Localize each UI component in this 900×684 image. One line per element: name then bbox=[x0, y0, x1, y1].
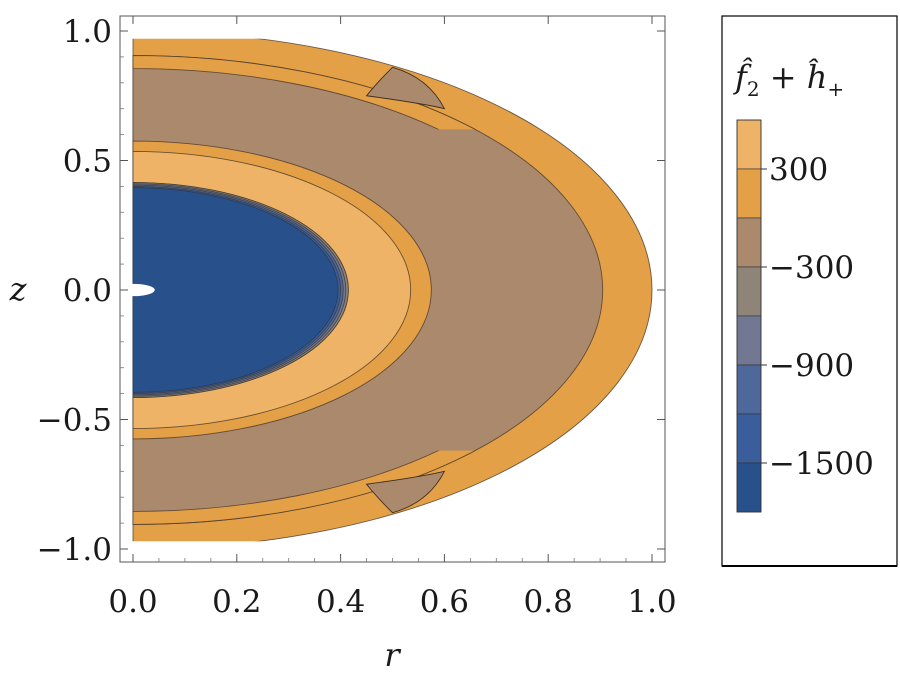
lower-lobe bbox=[365, 470, 446, 514]
contour-regions bbox=[132, 38, 653, 542]
legend-band bbox=[736, 168, 762, 219]
x-tick-label: 0.8 bbox=[524, 584, 573, 620]
legend-band bbox=[736, 119, 762, 170]
origin-hole bbox=[120, 283, 155, 297]
x-tick-label: 1.0 bbox=[627, 584, 676, 620]
y-axis: −1.0 −0.5 0.0 0.5 1.0 bbox=[37, 14, 665, 568]
x-tick-label: 0.2 bbox=[212, 584, 261, 620]
legend-tick-label: −900 bbox=[769, 348, 854, 384]
legend: f̂2 + ĥ+ 300−300−900−1500 bbox=[721, 15, 898, 567]
legend-title-plus: + bbox=[760, 58, 807, 96]
legend-ticks: 300 −300 −900 −1500 bbox=[761, 152, 874, 482]
y-tick-label: 1.0 bbox=[63, 14, 112, 50]
legend-band bbox=[736, 266, 762, 317]
y-tick-label: 0.5 bbox=[63, 144, 112, 180]
y-tick-label: −0.5 bbox=[37, 403, 112, 439]
x-axis: 0.0 0.2 0.4 0.6 0.8 1.0 bbox=[108, 16, 677, 620]
x-axis-title: r bbox=[384, 636, 401, 674]
legend-tick-label: −1500 bbox=[769, 446, 874, 482]
y-tick-label: 0.0 bbox=[63, 273, 112, 309]
legend-bar-frame bbox=[736, 119, 762, 513]
legend-title-sub1: 2 bbox=[747, 77, 760, 101]
plot-area bbox=[120, 16, 665, 562]
legend-band bbox=[736, 364, 762, 415]
contour-region-blue-core-top bbox=[132, 187, 339, 393]
legend-band bbox=[736, 315, 762, 366]
legend-tick-label: −300 bbox=[769, 250, 854, 286]
x-tick-label: 0.4 bbox=[316, 584, 365, 620]
y-axis-title: z bbox=[9, 270, 28, 308]
x-tick-label: 0.6 bbox=[420, 584, 469, 620]
legend-title-h: ĥ bbox=[807, 58, 828, 96]
y-tick-label: −1.0 bbox=[37, 532, 112, 568]
legend-colorbar bbox=[736, 119, 762, 513]
legend-title-sub2: + bbox=[827, 77, 844, 101]
upper-lobe bbox=[365, 66, 446, 110]
legend-band bbox=[736, 462, 762, 513]
x-tick-label: 0.0 bbox=[108, 584, 157, 620]
legend-band bbox=[736, 413, 762, 464]
legend-band bbox=[736, 217, 762, 268]
legend-tick-label: 300 bbox=[769, 152, 828, 188]
